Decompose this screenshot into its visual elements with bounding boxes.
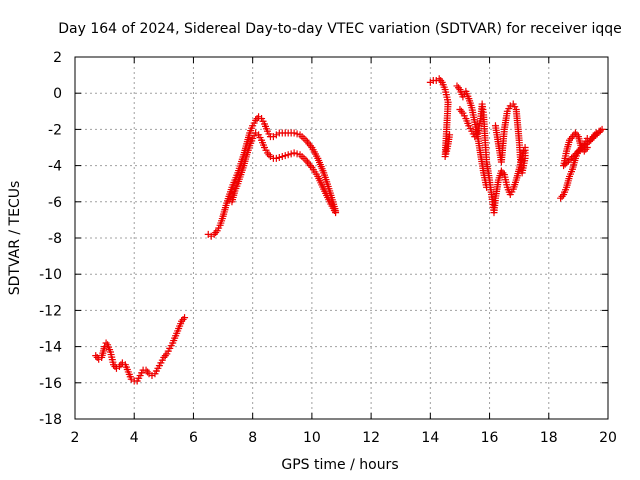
data-point (569, 153, 577, 161)
y-axis-label: SDTVAR / TECUs (7, 181, 23, 296)
y-tick-label: -8 (48, 231, 62, 247)
data-point (576, 147, 584, 155)
x-tick-label: 10 (303, 430, 321, 446)
x-tick-label: 14 (421, 430, 439, 446)
y-tick-label: -14 (39, 340, 62, 356)
x-tick-label: 4 (130, 430, 139, 446)
x-axis-label: GPS time / hours (281, 457, 398, 473)
data-point (572, 150, 580, 158)
data-point (592, 131, 600, 139)
x-tick-labels: 2 4 6 8 10 12 14 16 18 20 (71, 430, 617, 446)
data-point (593, 130, 601, 138)
data-point (272, 154, 280, 162)
data-point (446, 131, 454, 139)
x-tick-label: 2 (71, 430, 80, 446)
y-tick-label: -2 (48, 122, 62, 138)
data-point (568, 154, 576, 162)
data-point (181, 314, 189, 322)
y-tick-label: 2 (53, 50, 62, 66)
data-point (583, 144, 591, 151)
data-point (587, 136, 595, 144)
data-point (521, 144, 529, 151)
y-tick-label: -6 (48, 195, 62, 211)
x-tick-label: 18 (540, 430, 558, 446)
data-point (585, 137, 593, 145)
data-marks (92, 75, 606, 385)
data-point (293, 150, 301, 158)
data-point (281, 152, 289, 160)
y-tick-label: -4 (48, 159, 62, 175)
data-point (590, 133, 598, 141)
x-tick-label: 12 (362, 430, 380, 446)
data-point (290, 129, 298, 137)
x-tick-label: 8 (248, 430, 257, 446)
y-tick-labels: -18 -16 -14 -12 -10 -8 -6 -4 -2 0 2 (39, 50, 62, 428)
data-point (284, 151, 292, 159)
data-point (596, 127, 604, 135)
data-point (290, 149, 298, 157)
plot-frame (74, 56, 609, 420)
x-tick-label: 16 (481, 430, 499, 446)
y-tick-label: -18 (39, 412, 62, 428)
data-point (287, 150, 295, 158)
grid (75, 57, 608, 419)
y-tick-label: 0 (53, 86, 62, 102)
y-tick-label: -12 (39, 303, 62, 319)
data-point (574, 148, 582, 156)
data-point (275, 153, 283, 161)
data-point (595, 128, 603, 136)
data-point (588, 134, 596, 142)
data-point (332, 209, 340, 217)
data-point (598, 125, 606, 133)
data-point (566, 156, 574, 164)
chart-title: Day 164 of 2024, Sidereal Day-to-day VTE… (58, 21, 622, 37)
x-tick-label: 20 (599, 430, 617, 446)
y-tick-label: -10 (39, 267, 62, 283)
data-point (278, 153, 286, 161)
data-point (571, 151, 579, 159)
x-tick-label: 6 (189, 430, 198, 446)
y-tick-label: -16 (39, 376, 62, 392)
data-point (293, 130, 301, 138)
